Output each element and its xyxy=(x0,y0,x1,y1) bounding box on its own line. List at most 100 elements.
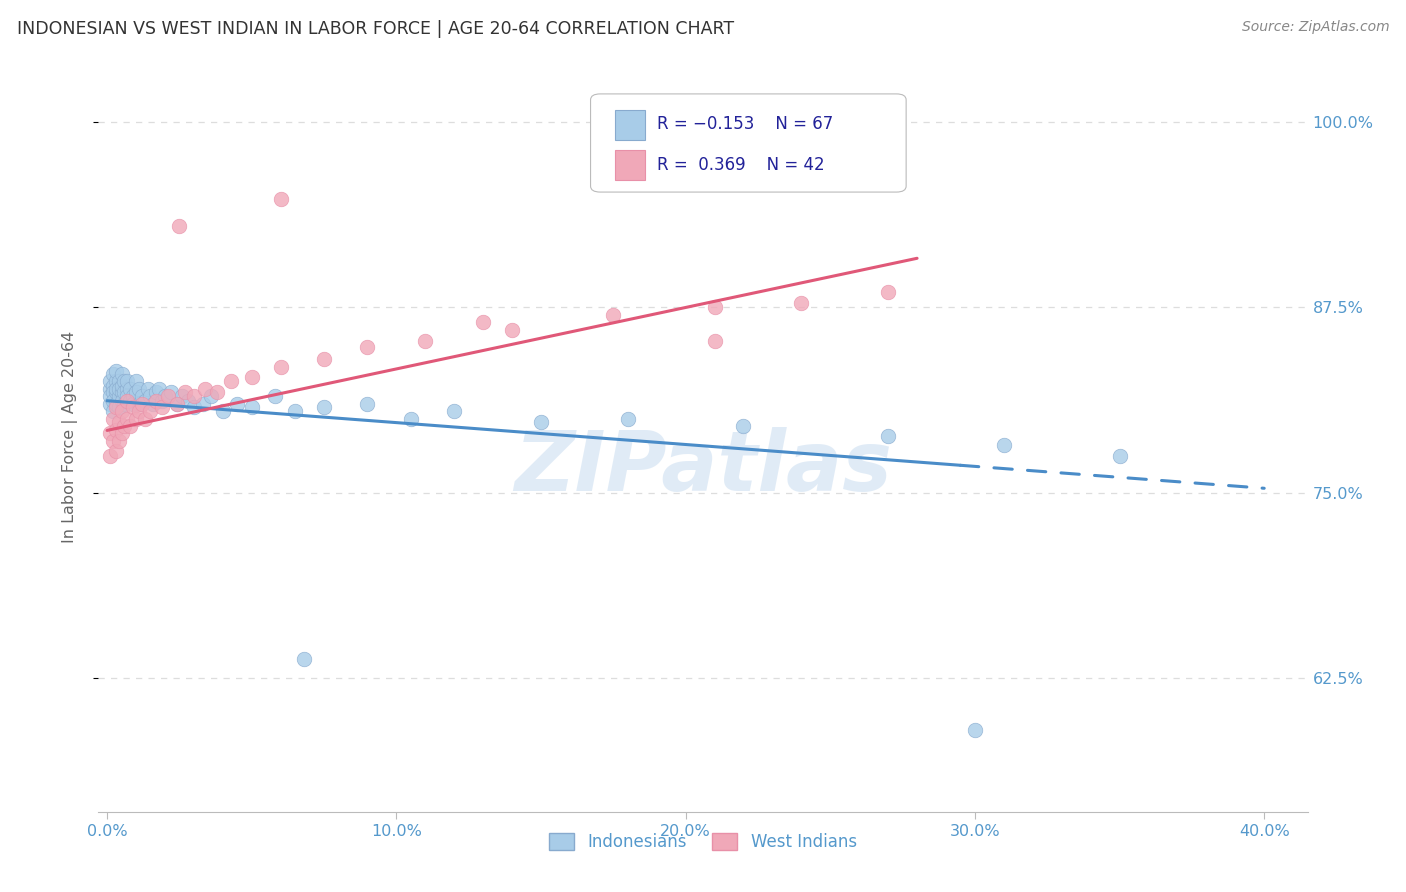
Point xyxy=(877,285,900,300)
Point xyxy=(472,315,495,329)
Point xyxy=(443,404,465,418)
Point xyxy=(617,411,640,425)
Point xyxy=(131,397,153,411)
Point xyxy=(110,393,132,408)
Point xyxy=(226,397,249,411)
Text: INDONESIAN VS WEST INDIAN IN LABOR FORCE | AGE 20-64 CORRELATION CHART: INDONESIAN VS WEST INDIAN IN LABOR FORCE… xyxy=(17,20,734,37)
Point xyxy=(153,389,176,403)
Point xyxy=(150,400,173,414)
Point xyxy=(142,397,165,411)
Point xyxy=(125,384,148,399)
Point xyxy=(101,404,124,418)
Point xyxy=(120,419,142,434)
Point xyxy=(110,426,132,441)
Point xyxy=(156,389,179,403)
Point xyxy=(602,308,624,322)
Point xyxy=(117,411,139,425)
Point xyxy=(312,352,335,367)
Point xyxy=(114,419,136,434)
Point xyxy=(107,434,129,448)
Point xyxy=(139,389,162,403)
Point xyxy=(101,411,124,425)
Point xyxy=(125,411,148,425)
Point xyxy=(790,295,813,310)
Point xyxy=(356,340,378,354)
Point xyxy=(703,300,725,314)
Point xyxy=(166,397,188,411)
Point xyxy=(177,393,200,408)
Legend: Indonesians, West Indians: Indonesians, West Indians xyxy=(543,826,863,857)
Point xyxy=(174,384,197,399)
Point xyxy=(98,449,121,463)
Point xyxy=(963,723,986,738)
Point xyxy=(107,389,129,403)
Point xyxy=(191,397,214,411)
Point xyxy=(117,393,139,408)
Point xyxy=(134,411,156,425)
Point xyxy=(136,382,159,396)
Bar xyxy=(614,150,645,180)
Point xyxy=(703,334,725,349)
Point xyxy=(120,393,142,408)
Point xyxy=(110,404,132,418)
Point xyxy=(107,400,129,414)
Point xyxy=(104,364,127,378)
Y-axis label: In Labor Force | Age 20-64: In Labor Force | Age 20-64 xyxy=(62,331,77,543)
Point xyxy=(120,382,142,396)
Point xyxy=(101,393,124,408)
Point xyxy=(117,382,139,396)
Point xyxy=(110,367,132,381)
Point xyxy=(270,192,292,206)
Text: Source: ZipAtlas.com: Source: ZipAtlas.com xyxy=(1241,20,1389,34)
Point xyxy=(200,389,222,403)
Point xyxy=(501,322,523,336)
Point xyxy=(125,375,148,389)
Point xyxy=(98,375,121,389)
Point xyxy=(221,375,243,389)
Point xyxy=(148,382,170,396)
Point xyxy=(122,400,145,414)
Point xyxy=(264,389,287,403)
Point xyxy=(110,379,132,393)
Point xyxy=(292,652,315,666)
Point xyxy=(1108,449,1130,463)
Point xyxy=(98,382,121,396)
Point xyxy=(399,411,422,425)
Point xyxy=(128,382,150,396)
Point xyxy=(104,444,127,458)
Point xyxy=(312,400,335,414)
Point xyxy=(240,370,263,384)
Point xyxy=(104,424,127,438)
Point xyxy=(104,400,127,414)
Point xyxy=(117,375,139,389)
Point xyxy=(122,397,145,411)
FancyBboxPatch shape xyxy=(591,94,905,192)
Point xyxy=(356,397,378,411)
Point xyxy=(128,397,150,411)
Point xyxy=(104,384,127,399)
Point xyxy=(733,419,755,434)
Point xyxy=(107,382,129,396)
Point xyxy=(631,129,654,144)
Point xyxy=(114,375,136,389)
Point xyxy=(110,384,132,399)
Bar xyxy=(614,110,645,140)
Point xyxy=(107,415,129,429)
Point xyxy=(166,397,188,411)
Point xyxy=(194,382,217,396)
Text: R = −0.153    N = 67: R = −0.153 N = 67 xyxy=(657,115,834,133)
Point xyxy=(101,434,124,448)
Point xyxy=(98,397,121,411)
Point xyxy=(183,389,205,403)
Point xyxy=(101,379,124,393)
Point xyxy=(172,389,194,403)
Point xyxy=(128,404,150,418)
Point xyxy=(101,367,124,381)
Point xyxy=(114,397,136,411)
Point xyxy=(270,359,292,374)
Point xyxy=(993,438,1015,452)
Point xyxy=(134,393,156,408)
Point xyxy=(104,397,127,411)
Point xyxy=(183,400,205,414)
Point xyxy=(205,384,228,399)
